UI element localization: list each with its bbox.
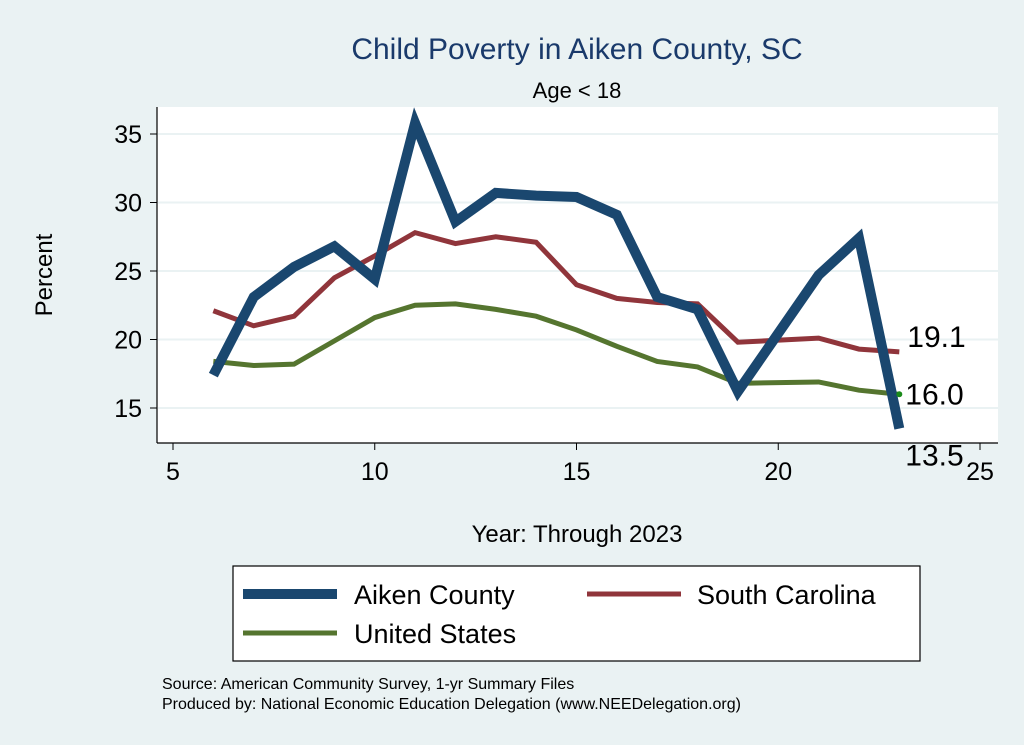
x-tick-label: 25 <box>966 458 994 486</box>
end-label: 19.1 <box>907 321 965 354</box>
y-tick-label: 30 <box>114 190 142 218</box>
legend-label-aiken: Aiken County <box>354 580 515 610</box>
y-tick-label: 25 <box>114 258 142 286</box>
y-axis-label: Percent <box>31 233 58 316</box>
legend-box <box>232 565 921 662</box>
end-label: 13.5 <box>905 440 963 473</box>
legend: Aiken County South Carolina United State… <box>232 565 921 662</box>
end-marker <box>896 391 903 398</box>
legend-label-us: United States <box>354 619 516 649</box>
legend-label-sc: South Carolina <box>697 580 877 610</box>
y-tick-label: 20 <box>114 327 142 355</box>
x-axis-label: Year: Through 2023 <box>472 521 683 548</box>
chart-subtitle: Age < 18 <box>533 78 622 103</box>
y-tick-label: 35 <box>114 121 142 149</box>
y-tick-label: 15 <box>114 395 142 423</box>
x-tick-label: 15 <box>563 458 591 486</box>
plot-area <box>157 107 998 443</box>
end-label: 16.0 <box>905 378 963 411</box>
x-tick-label: 20 <box>764 458 792 486</box>
x-tick-label: 5 <box>166 458 180 486</box>
produced-note: Produced by: National Economic Education… <box>162 696 741 713</box>
chart-title: Child Poverty in Aiken County, SC <box>351 33 802 66</box>
source-note: Source: American Community Survey, 1-yr … <box>162 676 574 693</box>
x-tick-label: 10 <box>361 458 389 486</box>
